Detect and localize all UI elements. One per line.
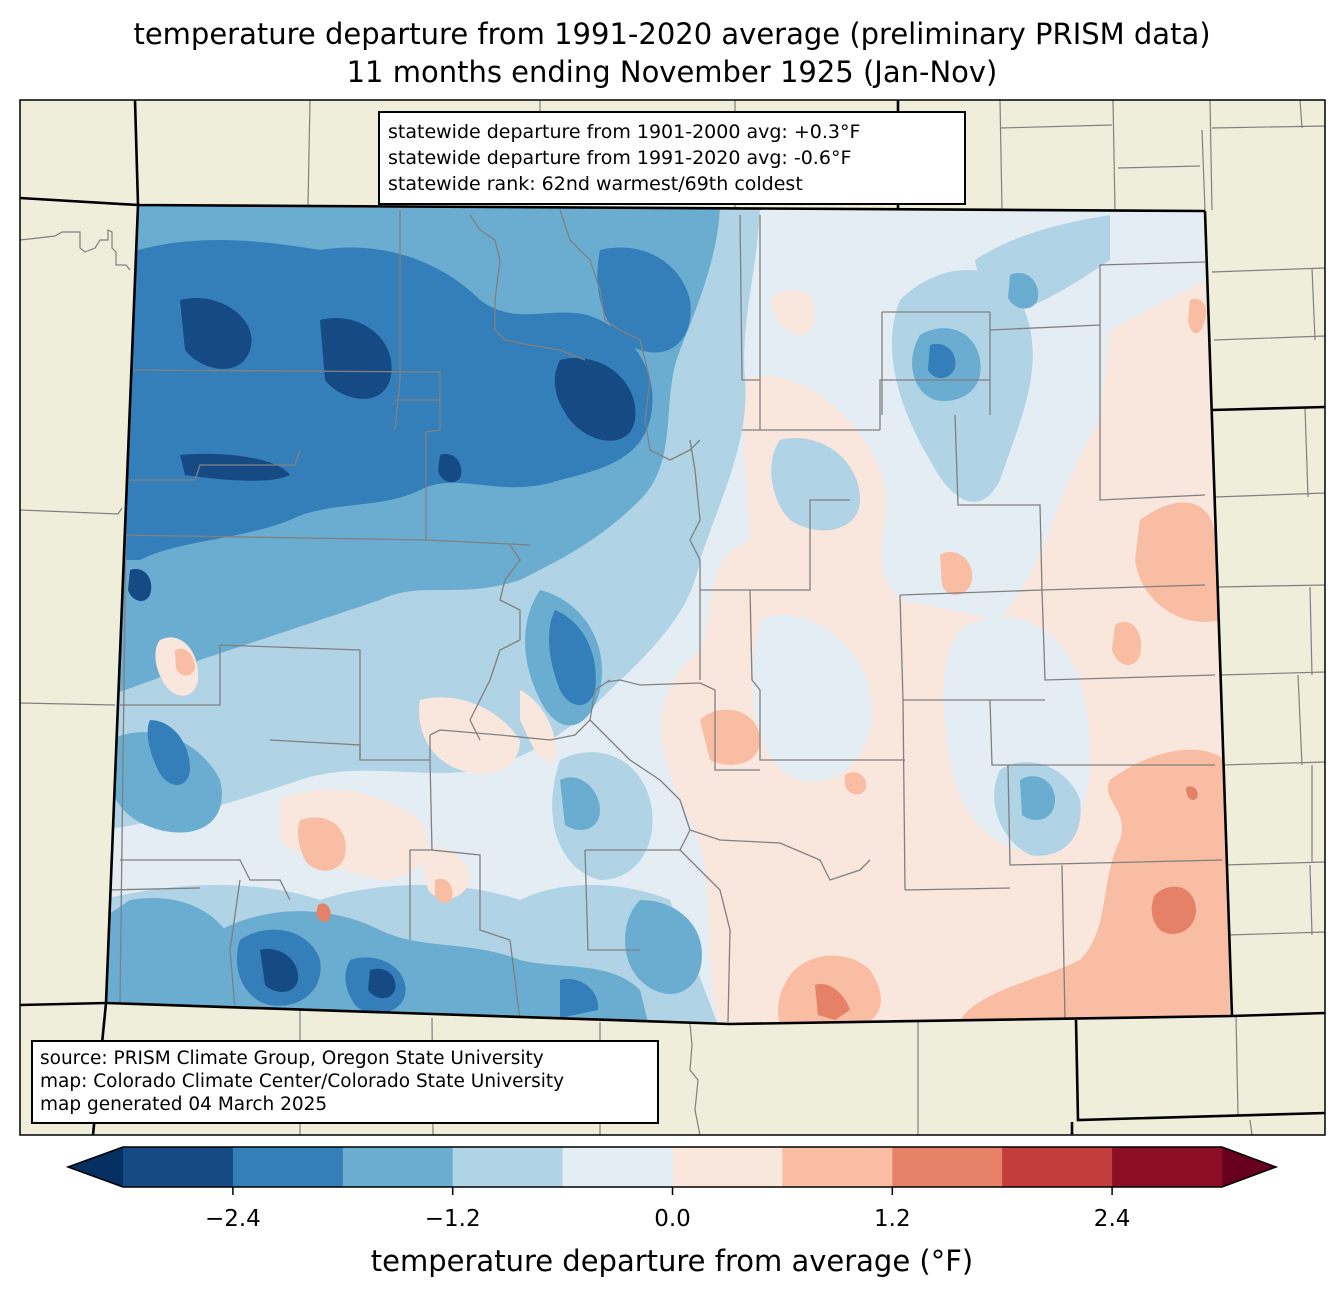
contour-band-7 <box>1151 886 1196 934</box>
contour-band-2 <box>106 898 240 1024</box>
contour-band-0 <box>180 298 252 369</box>
contour-band-3 <box>975 215 1110 310</box>
colorbar-tick-label: −1.2 <box>424 1206 481 1232</box>
contour-band-2 <box>210 911 650 1024</box>
contour-band-3 <box>771 438 860 531</box>
map-generated-date: map generated 04 March 2025 <box>40 1094 328 1115</box>
colorbar-segment <box>672 1147 783 1187</box>
contour-band-7 <box>815 984 850 1020</box>
contour-band-0 <box>368 968 396 999</box>
colorbar-extend-max <box>1222 1147 1276 1187</box>
contour-band-1 <box>597 247 691 353</box>
contour-band-0 <box>320 318 392 399</box>
contour-band-6 <box>845 772 867 795</box>
contour-band-0 <box>438 454 462 483</box>
contour-band-6 <box>960 749 1230 1020</box>
contour-band-5 <box>520 690 556 762</box>
contour-band-2 <box>1020 776 1055 820</box>
colorbar-extend-min <box>68 1147 123 1187</box>
temperature-contours <box>106 205 1232 1024</box>
stats-departure-1991-2020: statewide departure from 1991-2020 avg: … <box>388 147 852 169</box>
colorbar-segment <box>232 1147 344 1187</box>
colorbar-tick-label: −2.4 <box>204 1206 261 1232</box>
contour-band-6 <box>1188 298 1207 334</box>
colorbar-segment <box>123 1147 234 1187</box>
colorbar-segment <box>892 1147 1003 1187</box>
contour-band-1 <box>548 610 596 705</box>
colorbar-segment <box>452 1147 564 1187</box>
contour-band-5 <box>420 846 470 899</box>
contour-band-0 <box>554 358 636 441</box>
colorbar-segment <box>1002 1147 1113 1187</box>
map-credit: map: Colorado Climate Center/Colorado St… <box>40 1071 565 1092</box>
contour-band-2 <box>107 732 222 833</box>
colorbar-title: temperature departure from average (°F) <box>370 1244 974 1278</box>
colorbar-segment <box>782 1147 893 1187</box>
contour-band-2 <box>1008 272 1039 309</box>
statewide-stats-box: statewide departure from 1901-2000 avg: … <box>378 111 966 205</box>
contour-band-4 <box>752 614 872 782</box>
colorbar-segment <box>1112 1147 1223 1187</box>
contour-band-7 <box>1186 786 1198 800</box>
contour-band-6 <box>297 817 346 871</box>
colorbar-tick-label: 2.4 <box>1093 1206 1131 1232</box>
stats-rank: statewide rank: 62nd warmest/69th coldes… <box>388 173 803 195</box>
map-title: temperature departure from 1991-2020 ave… <box>133 17 1211 51</box>
contour-band-2 <box>625 900 702 994</box>
contour-band-6 <box>1112 621 1141 666</box>
colorbar-segment <box>562 1147 673 1187</box>
contour-band-5 <box>419 697 520 774</box>
colorbar-tick-label: 1.2 <box>874 1206 911 1232</box>
contour-band-5 <box>770 289 816 336</box>
contour-band-6 <box>940 551 973 596</box>
colorbar-tick-label: 0.0 <box>654 1206 691 1232</box>
map-subtitle: 11 months ending November 1925 (Jan-Nov) <box>346 55 998 89</box>
source-credit: source: PRISM Climate Group, Oregon Stat… <box>40 1048 544 1069</box>
stats-departure-1901-2000: statewide departure from 1901-2000 avg: … <box>388 121 861 143</box>
map-frame <box>19 99 1326 1136</box>
contour-band-1 <box>147 720 190 785</box>
contour-band-2 <box>560 777 600 830</box>
county-boundaries <box>107 205 1223 1023</box>
contour-band-6 <box>175 648 195 676</box>
contour-band-1 <box>560 979 599 1018</box>
contour-band-1 <box>928 343 956 379</box>
contour-band-0 <box>260 949 299 992</box>
contour-band-0 <box>128 569 152 602</box>
colorbar-segment <box>342 1147 454 1187</box>
source-credits-box: source: PRISM Climate Group, Oregon Stat… <box>31 1040 659 1124</box>
state-borders <box>19 99 1326 1136</box>
contour-band-0 <box>180 453 290 481</box>
colorbar <box>65 1146 1279 1195</box>
contour-band-6 <box>1135 502 1220 622</box>
colorbar-outline <box>65 1146 1279 1188</box>
contour-band-7 <box>316 903 331 922</box>
contour-band-6 <box>435 878 453 904</box>
